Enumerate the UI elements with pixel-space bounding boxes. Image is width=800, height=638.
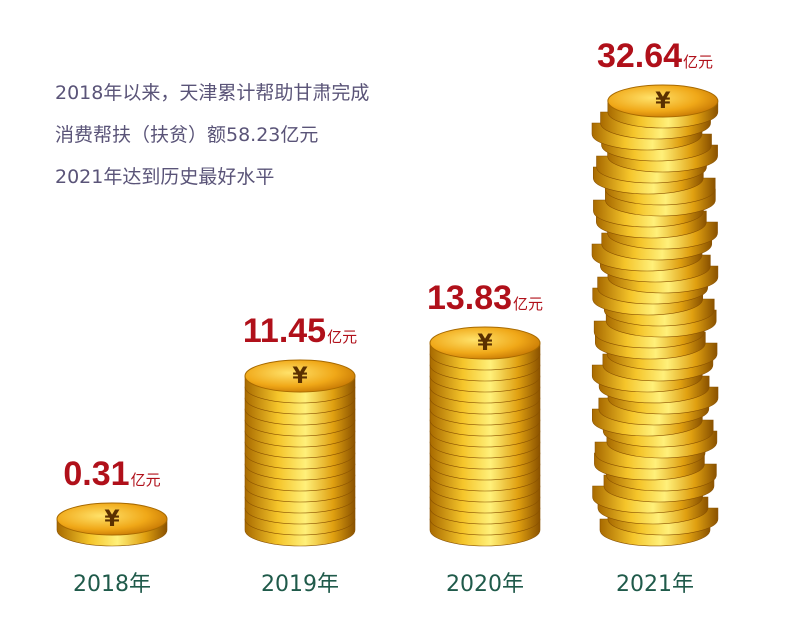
value-unit: 亿元 <box>130 472 161 489</box>
yen-icon: ¥ <box>477 331 493 356</box>
coin-stack-2020年: ¥ <box>429 326 541 547</box>
coin-top-face <box>244 359 356 393</box>
year-label: 2020年 <box>446 572 524 597</box>
value-label: 0.31亿元 <box>63 455 160 494</box>
coin-top-face <box>429 326 541 360</box>
coin-stack-2019年: ¥ <box>244 359 356 547</box>
value-unit: 亿元 <box>683 54 714 71</box>
intro-text: 2018年以来，天津累计帮助甘肃完成 消费帮扶（扶贫）额58.23亿元 2021… <box>55 72 369 198</box>
value-number: 0.31 <box>63 455 130 493</box>
coin-stack-2018年: ¥ <box>56 502 168 547</box>
value-label: 32.64亿元 <box>597 37 713 76</box>
year-label: 2019年 <box>261 572 339 597</box>
coin-top-face <box>56 502 168 536</box>
value-label: 13.83亿元 <box>427 279 543 318</box>
yen-icon: ¥ <box>104 507 120 532</box>
value-unit: 亿元 <box>327 329 358 346</box>
coin-stack-2021年: ¥ <box>591 84 719 547</box>
intro-line-3: 2021年达到历史最好水平 <box>55 166 275 188</box>
coin-top-face <box>607 84 719 118</box>
year-label: 2021年 <box>616 572 694 597</box>
value-number: 13.83 <box>426 279 513 317</box>
year-label: 2018年 <box>73 572 151 597</box>
value-number: 32.64 <box>596 37 683 75</box>
value-unit: 亿元 <box>513 296 544 313</box>
intro-line-1: 2018年以来，天津累计帮助甘肃完成 <box>55 82 370 104</box>
value-label: 11.45亿元 <box>243 312 357 351</box>
yen-icon: ¥ <box>655 89 671 114</box>
value-number: 11.45 <box>242 312 327 350</box>
intro-line-2: 消费帮扶（扶贫）额58.23亿元 <box>55 124 319 146</box>
yen-icon: ¥ <box>292 364 308 389</box>
